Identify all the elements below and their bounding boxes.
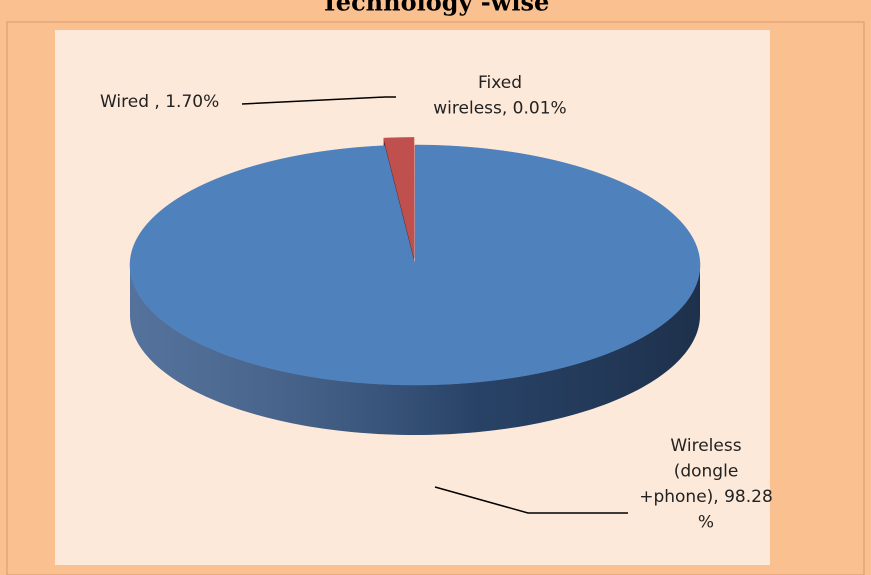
data-label: %: [698, 513, 714, 533]
data-label: wireless, 0.01%: [433, 99, 566, 119]
slice-side-shade: [130, 265, 700, 435]
slice: [129, 144, 701, 386]
data-label: Wired , 1.70%: [100, 92, 219, 112]
labels: Fixed wireless, 0.01% Wireless (dongle +phon…: [100, 73, 773, 533]
data-label: Fixed: [478, 73, 522, 93]
data-label: (dongle: [674, 462, 739, 482]
leader-line: [434, 486, 628, 514]
data-label: +phone), 98.28: [639, 487, 773, 507]
chart-title: Technology -wise: [321, 0, 550, 17]
data-label: Wireless: [670, 436, 741, 456]
slice: [383, 137, 415, 258]
leader-line: [241, 96, 396, 105]
pie: [129, 137, 701, 435]
